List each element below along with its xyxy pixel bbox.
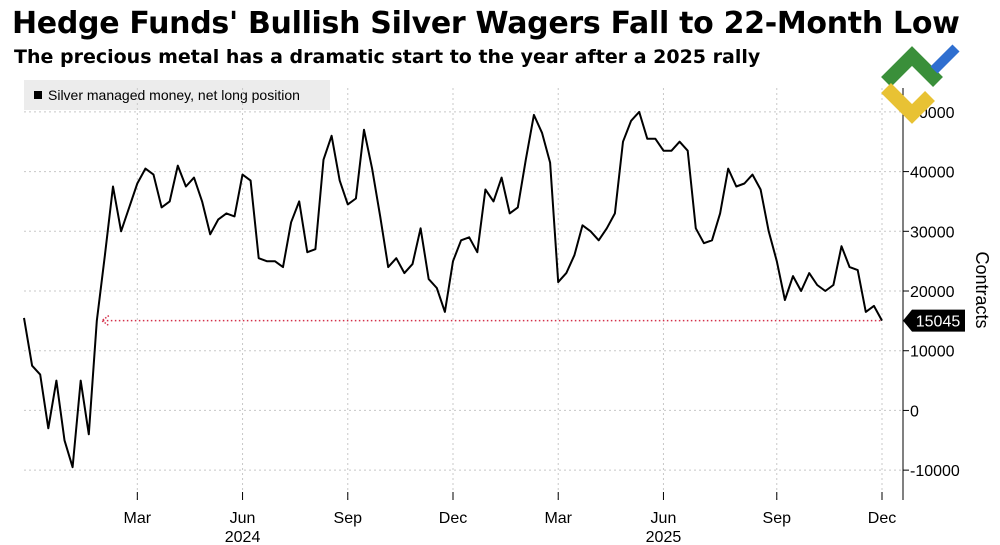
x-tick-label: Mar (544, 510, 572, 527)
series-line (23, 110, 883, 469)
y-tick-label: 20000 (910, 284, 955, 301)
x-tick-label: Dec (868, 510, 896, 527)
x-tick-label: Mar (124, 510, 152, 527)
y-axis-title: Contracts (972, 251, 992, 328)
x-tick-label: Jun (651, 510, 677, 527)
chart-title: Hedge Funds' Bullish Silver Wagers Fall … (12, 6, 960, 41)
y-tick-label: 10000 (910, 344, 955, 361)
x-tick-label: Sep (334, 510, 363, 527)
reference-line-group (100, 314, 882, 327)
brand-logo-icon (881, 44, 960, 124)
x-tick-label: Dec (439, 510, 467, 527)
year-label: 2025 (646, 529, 682, 545)
legend-label: Silver managed money, net long position (48, 87, 300, 103)
y-tick-label: -10000 (910, 463, 960, 480)
y-tick-label: 40000 (910, 165, 955, 182)
axes (136, 88, 909, 500)
legend: Silver managed money, net long position (24, 80, 330, 110)
year-label: 2024 (225, 529, 261, 545)
last-value-badge (903, 309, 965, 332)
y-tick-label: 0 (910, 403, 919, 420)
series-group (23, 110, 883, 469)
last-value-badge-group: 15045 (903, 309, 965, 332)
gridlines (24, 88, 903, 500)
legend-swatch (34, 91, 42, 99)
y-tick-label: 30000 (910, 224, 955, 241)
x-tick-labels: Mar Jun Sep Dec Mar Jun Sep Dec 2024 2025 (124, 510, 897, 545)
last-value-label: 15045 (916, 314, 961, 331)
x-tick-label: Sep (763, 510, 792, 527)
x-tick-label: Jun (230, 510, 256, 527)
chart-subtitle: The precious metal has a dramatic start … (14, 46, 761, 68)
